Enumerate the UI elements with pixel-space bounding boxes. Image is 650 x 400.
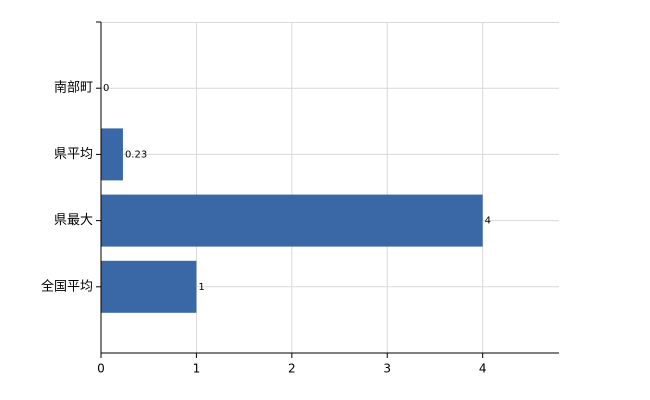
x-tick-label: 2: [288, 362, 296, 376]
bar: [101, 194, 483, 247]
data-label: 0.23: [125, 149, 147, 160]
x-tick-label: 1: [193, 362, 201, 376]
x-tick-label: 0: [97, 362, 105, 376]
y-tick-label: 全国平均: [41, 278, 93, 294]
bar: [101, 260, 197, 313]
y-tick-label: 県最大: [54, 213, 93, 228]
y-tick-label: 南部町: [54, 80, 93, 96]
x-tick-label: 3: [383, 362, 391, 376]
data-label: 0: [103, 83, 109, 94]
y-tick-label: 県平均: [54, 147, 93, 162]
x-tick-label: 4: [479, 362, 487, 376]
data-label: 1: [198, 282, 204, 293]
data-label: 4: [485, 216, 491, 227]
bar: [101, 128, 123, 181]
